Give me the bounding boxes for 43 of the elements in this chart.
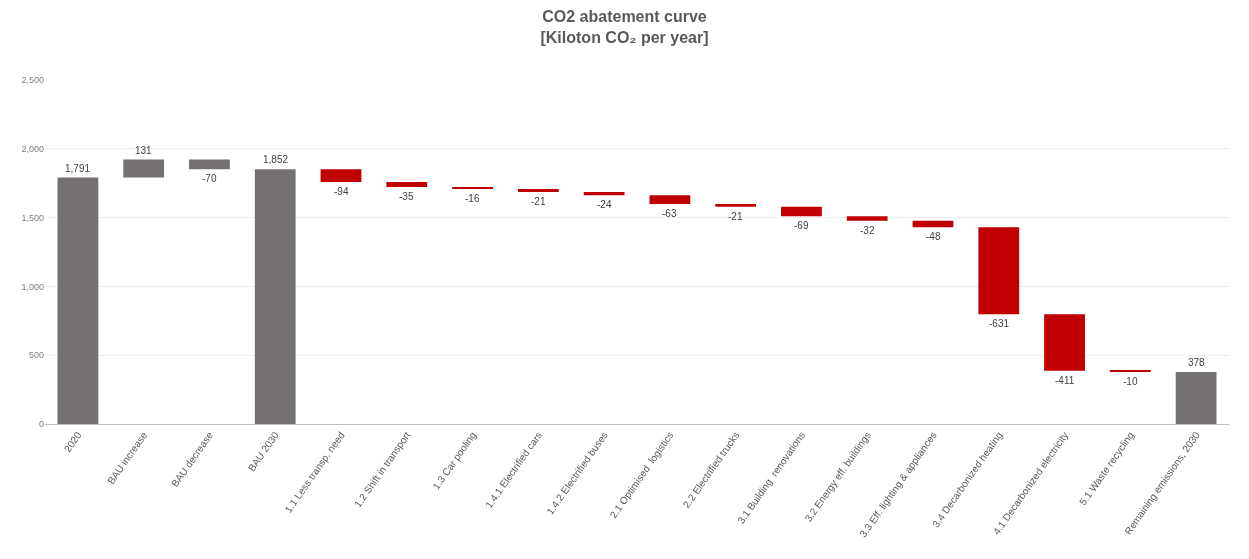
data-label: 378 bbox=[1188, 357, 1206, 368]
data-label: 131 bbox=[135, 145, 153, 156]
data-label: 1,791 bbox=[65, 163, 91, 174]
bar bbox=[254, 169, 296, 424]
data-label: 1,852 bbox=[263, 154, 289, 165]
data-label: -32 bbox=[860, 225, 875, 236]
data-label: -631 bbox=[989, 318, 1010, 329]
data-label: -16 bbox=[465, 193, 480, 204]
data-label: -94 bbox=[334, 186, 349, 197]
bar bbox=[452, 186, 493, 190]
bar bbox=[57, 177, 99, 424]
data-label: -21 bbox=[531, 196, 546, 207]
bar bbox=[649, 195, 691, 204]
bar bbox=[320, 169, 362, 183]
data-label: -24 bbox=[597, 199, 612, 210]
chart-subtitle: [Kiloton CO₂ per year] bbox=[540, 29, 709, 47]
bar bbox=[1044, 314, 1085, 371]
bar bbox=[123, 159, 165, 178]
data-label: -411 bbox=[1055, 375, 1075, 386]
bar bbox=[517, 189, 559, 193]
y-tick-label: 1,000 bbox=[21, 281, 44, 292]
bar bbox=[189, 159, 230, 170]
bar bbox=[386, 182, 428, 187]
y-tick-label: 0 bbox=[38, 419, 44, 430]
y-tick-label: 2,000 bbox=[21, 143, 44, 154]
data-label: -69 bbox=[794, 220, 809, 231]
data-label: -48 bbox=[926, 231, 941, 242]
y-tick-label: 2,500 bbox=[21, 75, 44, 86]
data-label: -10 bbox=[1123, 376, 1138, 387]
data-label: -63 bbox=[662, 208, 677, 219]
bar bbox=[781, 206, 822, 217]
bar bbox=[978, 227, 1020, 315]
bar bbox=[1175, 371, 1217, 424]
data-label: -21 bbox=[728, 211, 743, 222]
chart-title: CO2 abatement curve bbox=[542, 8, 707, 26]
y-tick-label: 500 bbox=[28, 350, 44, 361]
bar bbox=[583, 192, 625, 196]
y-tick-label: 1,500 bbox=[21, 212, 44, 223]
data-label: -70 bbox=[202, 173, 217, 184]
bar bbox=[715, 203, 757, 207]
bar bbox=[1109, 370, 1151, 373]
bar bbox=[846, 216, 888, 221]
data-label: -35 bbox=[399, 191, 414, 202]
